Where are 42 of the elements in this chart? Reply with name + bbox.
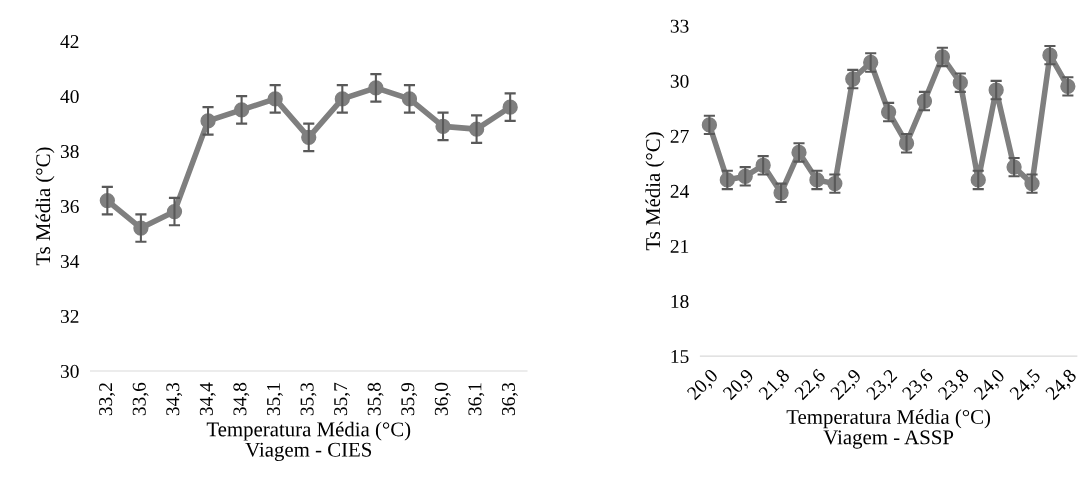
y-tick-label: 42 bbox=[60, 35, 79, 48]
y-axis-title: Ts Média (°C) bbox=[645, 132, 665, 251]
x-tick-label: 23,8 bbox=[937, 368, 972, 403]
x-tick-label: 33,6 bbox=[132, 382, 149, 416]
y-tick-label: 33 bbox=[670, 19, 689, 33]
y-tick-label: 30 bbox=[670, 74, 689, 88]
x-tick-label: 36,3 bbox=[501, 382, 518, 416]
x-tick-label: 20,9 bbox=[722, 368, 757, 403]
x-tick-label: 23,6 bbox=[901, 368, 936, 403]
y-tick-label: 32 bbox=[60, 309, 79, 323]
x-tick-label: 24,8 bbox=[1044, 368, 1079, 403]
x-tick-label: 36,0 bbox=[434, 382, 451, 416]
y-tick-label: 40 bbox=[60, 89, 79, 104]
x-tick-label: 34,8 bbox=[233, 382, 250, 416]
x-tick-label: 36,1 bbox=[468, 383, 485, 416]
x-tick-label: 22,9 bbox=[829, 368, 864, 403]
x-tick-label: 34,3 bbox=[166, 382, 183, 416]
y-axis-title: Ts Média (°C) bbox=[35, 147, 55, 266]
x-tick-label: 35,3 bbox=[300, 382, 317, 416]
x-tick-label: 21,8 bbox=[758, 368, 793, 403]
y-tick-label: 21 bbox=[670, 239, 689, 253]
y-tick-label: 34 bbox=[60, 254, 80, 268]
x-axis-title: Temperatura Média (°C) Viagem - ASSP bbox=[786, 409, 991, 449]
y-tick-label: 18 bbox=[671, 294, 689, 309]
x-tick-label: 22,6 bbox=[793, 368, 829, 403]
x-tick-label: 20,0 bbox=[686, 368, 721, 403]
x-tick-label: 35,9 bbox=[401, 382, 418, 416]
y-tick-label: 27 bbox=[670, 129, 689, 143]
x-tick-label: 23,2 bbox=[865, 368, 900, 403]
y-tick-label: 36 bbox=[60, 199, 79, 214]
x-tick-label: 35,7 bbox=[334, 382, 350, 416]
x-tick-label: 34,4 bbox=[199, 382, 216, 416]
x-tick-label: 35,8 bbox=[367, 382, 384, 416]
y-tick-label: 24 bbox=[670, 184, 690, 198]
x-tick-label: 35,1 bbox=[266, 383, 283, 416]
y-tick-label: 38 bbox=[60, 144, 79, 159]
x-axis-title: Temperatura Média (°C) Viagem - CIES bbox=[206, 421, 411, 462]
x-tick-label: 24,0 bbox=[973, 368, 1008, 403]
y-tick-label: 15 bbox=[671, 350, 689, 364]
x-tick-label: 24,5 bbox=[1008, 368, 1044, 403]
y-tick-label: 30 bbox=[60, 364, 79, 378]
x-tick-label: 33,2 bbox=[99, 383, 115, 416]
